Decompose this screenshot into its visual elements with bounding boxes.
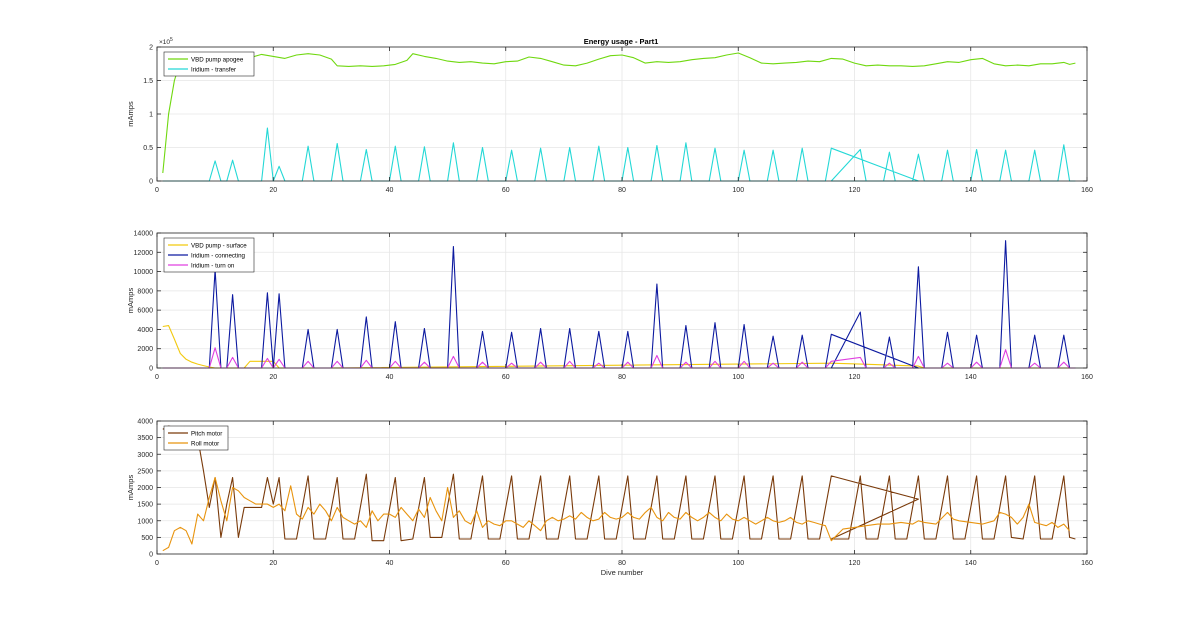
- x-tick-label: 80: [618, 187, 626, 194]
- subplot-2: 0 20 40 60 80 100 120 140 160 0 2000 4000 6000 8000 10…: [126, 231, 1093, 382]
- figure-title: Energy usage - Part1: [584, 37, 659, 46]
- x-tick-label: 40: [386, 374, 394, 381]
- x-tick-label: 0: [155, 374, 159, 381]
- x-tick-label: 100: [732, 187, 744, 194]
- y-axis-label: mAmps: [126, 288, 135, 314]
- legend: VBD pump - surface Iridium - connecting Ir…: [163, 237, 255, 273]
- y-tick-label: 1000: [137, 518, 153, 525]
- legend-label-1: VBD pump apogee: [191, 56, 244, 63]
- y-tick-label: 2000: [137, 485, 153, 492]
- x-tick-label: 60: [502, 560, 510, 567]
- x-tick-label: 20: [269, 374, 277, 381]
- x-tick-label: 0: [155, 560, 159, 567]
- legend: Pitch motor Roll motor: [163, 425, 229, 451]
- y-tick-label: 12000: [134, 250, 154, 257]
- legend: VBD pump apogee Iridium - transfer: [163, 51, 255, 77]
- y-axis-label: mAmps: [126, 101, 135, 127]
- series-line-1: [162, 425, 1076, 542]
- y-tick-label: 2500: [137, 468, 153, 475]
- y-tick-label: 8000: [137, 288, 153, 295]
- y-tick-label: 3000: [137, 452, 153, 459]
- x-tick-label: 60: [502, 187, 510, 194]
- x-tick-label: 20: [269, 560, 277, 567]
- legend-label-2: Iridium - connecting: [191, 252, 246, 259]
- x-tick-label: 40: [386, 560, 394, 567]
- y-exponent-base: ×10: [159, 39, 170, 46]
- y-tick-label: 3500: [137, 435, 153, 442]
- x-tick-label: 120: [849, 560, 861, 567]
- y-tick-label: 1500: [137, 502, 153, 509]
- legend-label-2: Iridium - transfer: [191, 66, 236, 73]
- x-tick-label: 60: [502, 374, 510, 381]
- y-tick-label: 4000: [137, 419, 153, 426]
- subplot-1: 0 20 40 60 80 100 120 140 160 0 0.5 1 1.5 2 ×105 mAmps V…: [126, 37, 1093, 194]
- series-line-2: [162, 476, 1071, 552]
- y-tick-label: 2000: [137, 346, 153, 353]
- y-exponent-label: ×105: [159, 37, 173, 46]
- x-tick-label: 160: [1081, 560, 1093, 567]
- y-tick-label: 14000: [134, 231, 154, 238]
- x-tick-label: 0: [155, 187, 159, 194]
- legend-label-1: Pitch motor: [191, 430, 222, 437]
- x-tick-label: 20: [269, 187, 277, 194]
- y-tick-label: 10000: [134, 269, 154, 276]
- y-tick-label: 1: [149, 112, 153, 119]
- x-tick-label: 100: [732, 560, 744, 567]
- subplot-3: 0 20 40 60 80 100 120 140 160 0 500 1000 1500 2000 250…: [126, 419, 1093, 578]
- x-tick-label: 140: [965, 374, 977, 381]
- y-tick-label: 4000: [137, 327, 153, 334]
- series-line-1: [162, 52, 1076, 174]
- y-tick-label: 2: [149, 45, 153, 52]
- y-tick-label: 500: [141, 535, 153, 542]
- y-tick-label: 0: [149, 179, 153, 186]
- y-tick-label: 0: [149, 552, 153, 559]
- x-tick-label: 160: [1081, 187, 1093, 194]
- x-tick-label: 80: [618, 374, 626, 381]
- legend-box: [163, 51, 255, 77]
- x-tick-label: 40: [386, 187, 394, 194]
- y-exponent-power: 5: [170, 37, 173, 43]
- y-axis-label: mAmps: [126, 475, 135, 501]
- x-axis-label: Dive number: [601, 568, 644, 577]
- x-tick-label: 80: [618, 560, 626, 567]
- x-tick-label: 120: [849, 374, 861, 381]
- y-tick-label: 0: [149, 366, 153, 373]
- legend-label-3: Iridium - turn on: [191, 262, 235, 269]
- x-tick-label: 100: [732, 374, 744, 381]
- x-tick-label: 160: [1081, 374, 1093, 381]
- legend-box: [163, 425, 229, 451]
- x-tick-label: 140: [965, 560, 977, 567]
- legend-label-1: VBD pump - surface: [191, 242, 247, 249]
- x-tick-label: 140: [965, 187, 977, 194]
- y-tick-label: 6000: [137, 308, 153, 315]
- y-tick-label: 0.5: [143, 145, 153, 152]
- y-tick-label: 1.5: [143, 78, 153, 85]
- legend-label-2: Roll motor: [191, 440, 219, 447]
- x-tick-label: 120: [849, 187, 861, 194]
- subplots: 0 20 40 60 80 100 120 140 160 0 0.5 1 1.5 2 ×105 mAmps V…: [126, 37, 1093, 577]
